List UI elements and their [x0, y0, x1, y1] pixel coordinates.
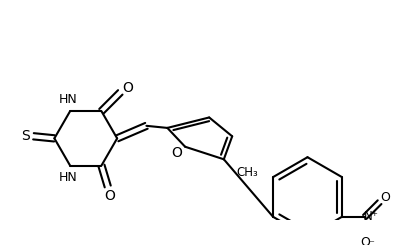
Text: O: O: [171, 146, 182, 160]
Text: O: O: [104, 189, 115, 203]
Text: N⁺: N⁺: [363, 210, 378, 223]
Text: O: O: [379, 192, 389, 205]
Text: HN: HN: [58, 171, 77, 184]
Text: O: O: [359, 236, 369, 245]
Text: CH₃: CH₃: [236, 166, 258, 179]
Text: S: S: [21, 129, 29, 143]
Text: O: O: [122, 81, 133, 95]
Text: HN: HN: [58, 93, 77, 106]
Text: ⁻: ⁻: [367, 239, 373, 245]
